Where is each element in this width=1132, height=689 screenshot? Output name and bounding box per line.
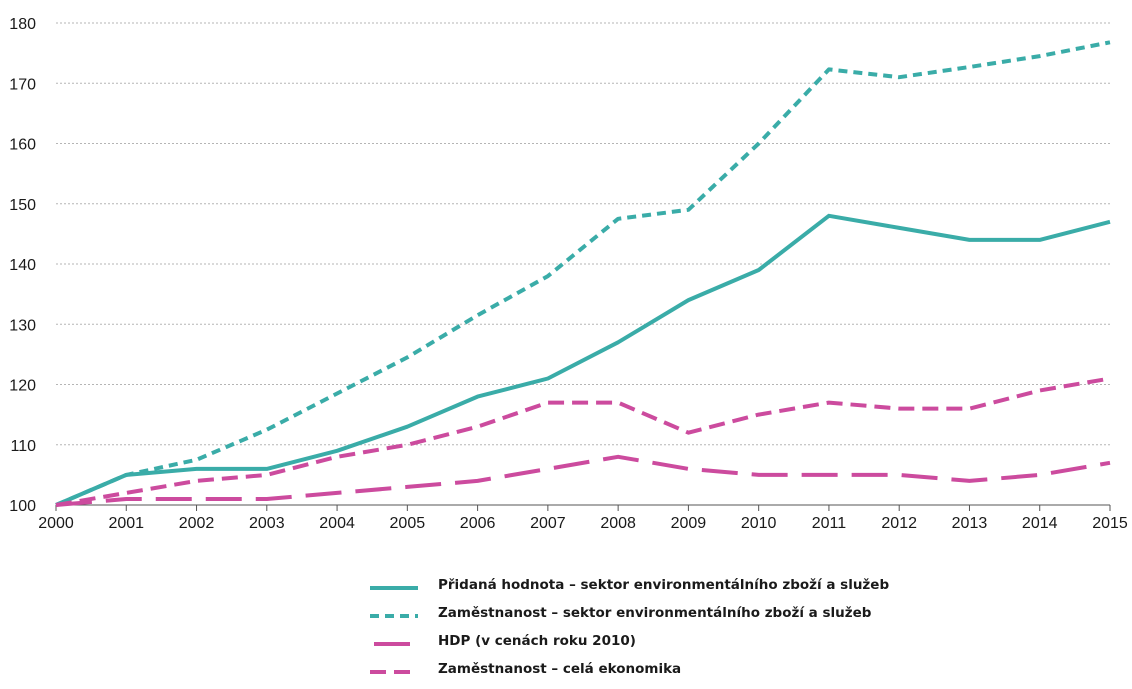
y-tick-label: 120	[9, 378, 36, 395]
series-line-1	[55, 213, 1111, 507]
legend-swatch-dashed-teal	[370, 614, 418, 618]
legend-swatch-solid-teal	[370, 586, 418, 590]
x-tick-label: 2001	[108, 515, 144, 532]
x-tick-label: 2009	[671, 515, 707, 532]
y-tick-label: 130	[9, 317, 36, 334]
series-line-4	[55, 376, 1111, 507]
x-tick-label: 2005	[390, 515, 426, 532]
x-tick-label: 2002	[179, 515, 215, 532]
y-tick-label: 160	[9, 137, 36, 154]
x-tick-label: 2014	[1022, 515, 1058, 532]
y-tick-label: 150	[9, 197, 36, 214]
legend-label: Zaměstnanost – celá ekonomika	[438, 661, 682, 677]
grid-lines	[56, 22, 1110, 446]
y-tick-labels: 100 110 120 130 140 150 160 170 180	[9, 16, 36, 515]
y-tick-label: 170	[9, 76, 36, 93]
y-tick-label: 100	[9, 498, 36, 515]
x-tick-label: 2012	[881, 515, 917, 532]
legend-label: Přidaná hodnota – sektor environmentální…	[438, 577, 890, 593]
x-tick-labels: 2000 2001 2002 2003 2004 2005 2006 2007 2008 2009…	[38, 515, 1128, 532]
axes	[55, 504, 1111, 511]
y-tick-label: 110	[10, 438, 36, 455]
x-tick-label: 2000	[38, 515, 74, 532]
legend-swatch-longdash-magenta	[374, 642, 410, 646]
x-tick-label: 2007	[530, 515, 566, 532]
y-tick-label: 180	[9, 16, 36, 33]
series-line-2	[55, 40, 1111, 507]
x-tick-label: 2003	[249, 515, 285, 532]
x-tick-label: 2006	[460, 515, 496, 532]
legend-label: HDP (v cenách roku 2010)	[438, 633, 636, 649]
x-tick-label: 2011	[812, 515, 847, 532]
line-chart: 100 110 120 130 140 150 160 170 180 2000 2001 2002…	[9, 16, 1128, 532]
series-lines	[55, 40, 1111, 507]
x-tick-label: 2015	[1092, 515, 1128, 532]
y-tick-label: 140	[9, 257, 36, 274]
x-tick-label: 2004	[319, 515, 355, 532]
x-tick-label: 2013	[952, 515, 988, 532]
x-tick-label: 2010	[741, 515, 777, 532]
legend-label: Zaměstnanost – sektor environmentálního …	[438, 605, 872, 621]
series-line-3	[55, 454, 1111, 507]
legend-swatch-dashed-magenta	[370, 670, 418, 674]
x-tick-label: 2008	[600, 515, 636, 532]
